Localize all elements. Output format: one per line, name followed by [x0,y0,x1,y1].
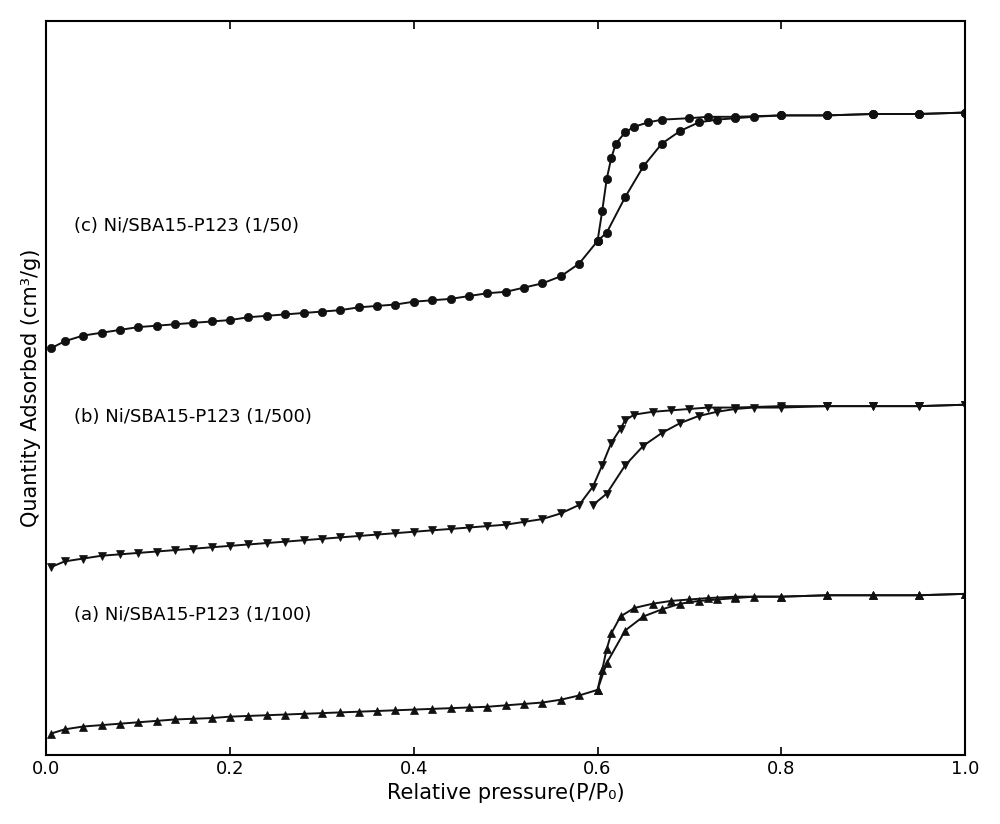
Text: (c) Ni/SBA15-P123 (1/50): (c) Ni/SBA15-P123 (1/50) [74,218,299,236]
Text: (b) Ni/SBA15-P123 (1/500): (b) Ni/SBA15-P123 (1/500) [74,408,312,426]
Y-axis label: Quantity Adsorbed (cm³/g): Quantity Adsorbed (cm³/g) [21,249,41,527]
Text: (a) Ni/SBA15-P123 (1/100): (a) Ni/SBA15-P123 (1/100) [74,606,311,625]
X-axis label: Relative pressure(P/P₀): Relative pressure(P/P₀) [387,783,624,803]
